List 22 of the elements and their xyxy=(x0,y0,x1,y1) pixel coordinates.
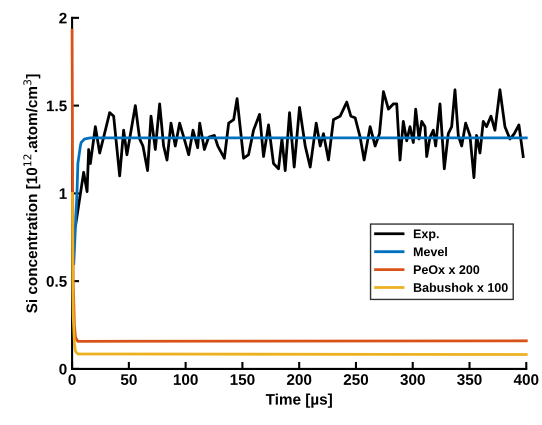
x-tick-label: 350 xyxy=(457,374,482,386)
legend-label: Mevel xyxy=(414,247,447,256)
line-series xyxy=(71,192,528,356)
x-axis-title: Time [µs] xyxy=(266,394,332,408)
legend-label: PeOx x 200 xyxy=(414,265,480,274)
y-tick-label: 0 xyxy=(59,364,67,375)
x-tick-label: 150 xyxy=(230,374,255,385)
x-tick-label: 300 xyxy=(400,374,425,386)
y-tick-label: 0.5 xyxy=(46,276,67,287)
x-tick-label: 200 xyxy=(286,374,312,385)
line-series xyxy=(72,136,528,265)
y-axis-title: Si concentration [10$^{12}$.atom/cm$^{3}$] xyxy=(23,74,40,313)
x-tick-label: 50 xyxy=(120,374,137,385)
x-tick-label: 250 xyxy=(344,374,368,385)
legend-label: Babushok x 100 xyxy=(414,282,508,292)
x-tick-label: 400 xyxy=(514,374,538,385)
y-tick-label: 1 xyxy=(60,188,67,199)
legend-label: Exp. xyxy=(414,230,439,241)
x-tick-label: 0 xyxy=(68,374,76,385)
y-tick-label: 1.5 xyxy=(46,100,67,112)
x-tick-label: 100 xyxy=(174,374,198,385)
y-tick-label: 2 xyxy=(59,12,67,24)
